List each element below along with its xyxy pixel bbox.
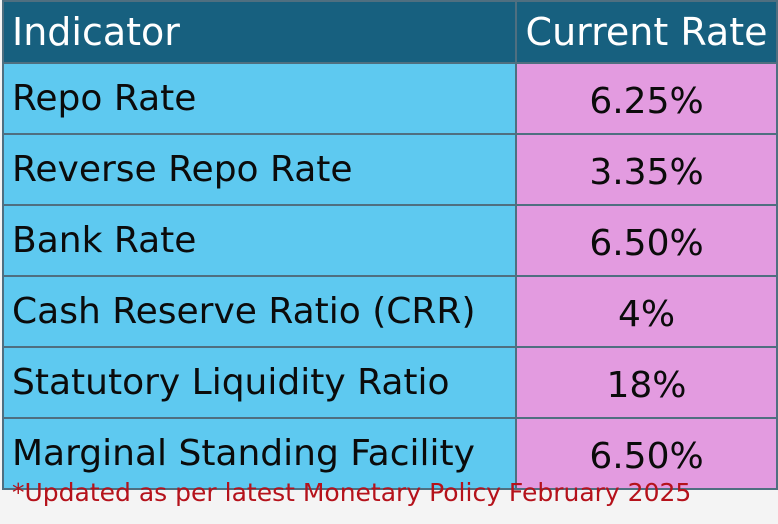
- rates-card: Indicator Current Rate Repo Rate 6.25% R…: [0, 0, 778, 524]
- table-row: Reverse Repo Rate 3.35%: [3, 134, 777, 205]
- indicator-cell: Repo Rate: [3, 63, 516, 134]
- rate-cell: 3.35%: [516, 134, 777, 205]
- table-row: Cash Reserve Ratio (CRR) 4%: [3, 276, 777, 347]
- policy-rates-table: Indicator Current Rate Repo Rate 6.25% R…: [2, 0, 778, 490]
- current-rate-column-header: Current Rate: [516, 1, 777, 63]
- table-row: Statutory Liquidity Ratio 18%: [3, 347, 777, 418]
- rate-cell: 6.25%: [516, 63, 777, 134]
- update-footnote: *Updated as per latest Monetary Policy F…: [12, 476, 691, 510]
- rate-cell: 6.50%: [516, 205, 777, 276]
- indicator-cell: Bank Rate: [3, 205, 516, 276]
- indicator-column-header: Indicator: [3, 1, 516, 63]
- indicator-cell: Cash Reserve Ratio (CRR): [3, 276, 516, 347]
- indicator-cell: Statutory Liquidity Ratio: [3, 347, 516, 418]
- indicator-cell: Reverse Repo Rate: [3, 134, 516, 205]
- table-row: Bank Rate 6.50%: [3, 205, 777, 276]
- rate-cell: 18%: [516, 347, 777, 418]
- table-header-row: Indicator Current Rate: [3, 1, 777, 63]
- rate-cell: 4%: [516, 276, 777, 347]
- table-row: Repo Rate 6.25%: [3, 63, 777, 134]
